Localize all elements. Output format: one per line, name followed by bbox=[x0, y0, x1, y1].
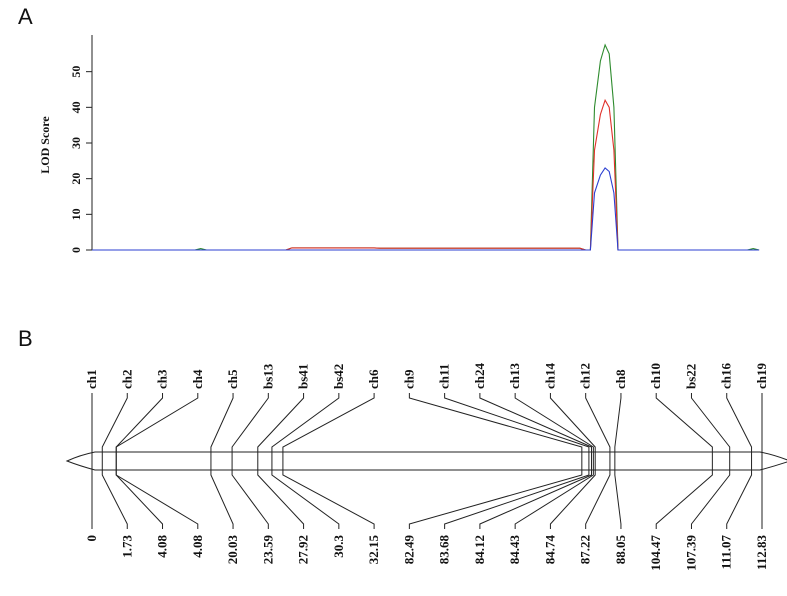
marker-label: ch12 bbox=[578, 363, 593, 389]
position-label: 112.83 bbox=[754, 535, 769, 571]
position-label: 107.39 bbox=[683, 535, 698, 571]
marker-label: bs22 bbox=[683, 364, 698, 389]
y-tick-label: 40 bbox=[69, 101, 83, 113]
lod-series-line-1 bbox=[92, 43, 760, 251]
position-label: 32.15 bbox=[366, 535, 381, 565]
marker-connector-bottom bbox=[726, 470, 753, 529]
marker-connector-top bbox=[726, 393, 753, 452]
marker-connector-bottom bbox=[282, 470, 375, 529]
marker-label: ch2 bbox=[119, 370, 134, 390]
position-label: 84.74 bbox=[542, 535, 557, 565]
marker-connectors bbox=[91, 393, 763, 529]
marker-connector-bottom bbox=[271, 470, 340, 529]
position-label: 84.12 bbox=[472, 535, 487, 564]
genetic-map: ch1 ch2 ch3 ch4 ch5 bs13 bs41 bs42 ch6 ch9 ch11 ch2… bbox=[65, 363, 787, 571]
marker-label: ch1 bbox=[84, 370, 99, 390]
lod-series-line-3 bbox=[92, 167, 760, 251]
position-label: 23.59 bbox=[260, 535, 275, 565]
marker-connector-top bbox=[690, 393, 731, 452]
marker-connector-bottom bbox=[115, 470, 199, 529]
marker-connector-bottom bbox=[210, 470, 234, 529]
marker-label: bs13 bbox=[260, 363, 275, 389]
marker-label: ch14 bbox=[542, 363, 557, 390]
marker-connector-bottom bbox=[231, 470, 269, 529]
position-label: 20.03 bbox=[225, 535, 240, 565]
marker-connector-top bbox=[408, 393, 583, 452]
marker-label: ch11 bbox=[437, 364, 452, 389]
marker-connector-bottom bbox=[655, 470, 713, 529]
marker-label: ch19 bbox=[754, 363, 769, 390]
position-labels: 0 1.73 4.08 4.08 20.03 23.59 27.92 30.3 32.15 82.… bbox=[84, 535, 769, 571]
panel-a-letter: A bbox=[18, 4, 33, 29]
position-label: 83.68 bbox=[437, 535, 452, 565]
position-label: 87.22 bbox=[578, 535, 593, 564]
marker-connector-top bbox=[614, 393, 622, 452]
marker-label: ch8 bbox=[613, 369, 628, 389]
marker-labels: ch1 ch2 ch3 ch4 ch5 bs13 bs41 bs42 ch6 ch9 ch11 ch2… bbox=[84, 363, 769, 390]
marker-label: ch6 bbox=[366, 369, 381, 389]
marker-connector-top bbox=[101, 393, 128, 452]
marker-label: ch4 bbox=[190, 369, 205, 389]
marker-label: bs41 bbox=[296, 364, 311, 389]
marker-connector-top bbox=[655, 393, 713, 452]
marker-connector-top bbox=[444, 393, 590, 452]
marker-connector-top bbox=[514, 393, 594, 452]
position-label: 111.07 bbox=[719, 535, 734, 570]
marker-connector-top bbox=[231, 393, 269, 452]
marker-connector-top bbox=[210, 393, 234, 452]
position-label: 88.05 bbox=[613, 535, 628, 565]
position-label: 1.73 bbox=[119, 535, 134, 558]
y-tick-label: 50 bbox=[69, 66, 83, 78]
panel-b-letter: B bbox=[18, 326, 33, 351]
marker-connector-bottom bbox=[514, 470, 594, 529]
lod-score-plot: LOD Score 0 10 20 30 40 50 bbox=[38, 35, 760, 253]
chromosome-body bbox=[65, 451, 787, 471]
position-label: 0 bbox=[84, 535, 99, 542]
marker-connector-bottom bbox=[479, 470, 593, 529]
marker-label: bs42 bbox=[331, 364, 346, 389]
y-ticks: 0 10 20 30 40 50 bbox=[69, 66, 92, 253]
y-tick-label: 0 bbox=[69, 247, 83, 253]
marker-connector-bottom bbox=[585, 470, 611, 529]
marker-connector-bottom bbox=[257, 470, 305, 529]
marker-connector-bottom bbox=[444, 470, 590, 529]
marker-connector-top bbox=[257, 393, 305, 452]
marker-connector-bottom bbox=[408, 470, 583, 529]
marker-connector-bottom bbox=[549, 470, 596, 529]
marker-connector-bottom bbox=[101, 470, 128, 529]
y-tick-label: 20 bbox=[69, 173, 83, 185]
marker-connector-bottom bbox=[690, 470, 731, 529]
y-tick-label: 10 bbox=[69, 208, 83, 220]
marker-label: ch10 bbox=[648, 363, 663, 389]
marker-connector-top bbox=[282, 393, 375, 452]
marker-label: ch16 bbox=[719, 363, 734, 390]
marker-connector-top bbox=[271, 393, 340, 452]
position-label: 27.92 bbox=[296, 535, 311, 564]
position-label: 104.47 bbox=[648, 535, 663, 571]
y-tick-label: 30 bbox=[69, 137, 83, 149]
marker-label: ch9 bbox=[401, 369, 416, 389]
position-label: 4.08 bbox=[155, 535, 170, 558]
position-label: 84.43 bbox=[507, 535, 522, 565]
marker-connector-top bbox=[479, 393, 593, 452]
marker-connector-top bbox=[115, 393, 199, 452]
lod-series bbox=[92, 43, 760, 251]
marker-connector-bottom bbox=[614, 470, 622, 529]
position-label: 82.49 bbox=[401, 535, 416, 565]
marker-label: ch5 bbox=[225, 369, 240, 389]
marker-connector-top bbox=[549, 393, 596, 452]
marker-connector-top bbox=[585, 393, 611, 452]
position-label: 4.08 bbox=[190, 535, 205, 558]
lod-series-line-2 bbox=[92, 98, 760, 251]
marker-label: ch13 bbox=[507, 363, 522, 390]
marker-label: ch3 bbox=[155, 369, 170, 389]
position-label: 30.3 bbox=[331, 535, 346, 558]
y-axis-label: LOD Score bbox=[38, 116, 52, 174]
marker-label: ch24 bbox=[472, 363, 487, 390]
